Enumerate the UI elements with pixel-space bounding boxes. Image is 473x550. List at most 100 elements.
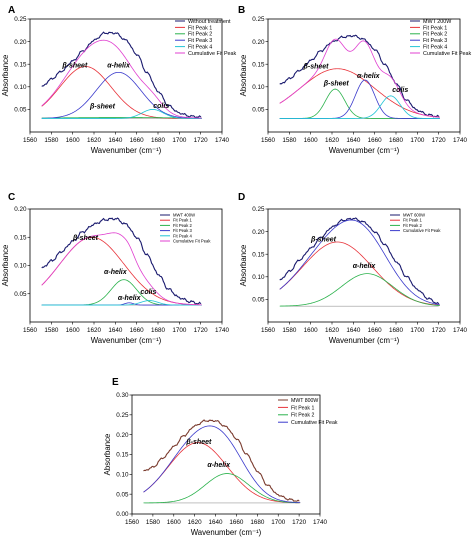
y-tick-label: 0.25	[116, 412, 129, 419]
y-tick-label: 0.10	[14, 84, 27, 91]
legend-entry: Fit Peak 2	[173, 223, 193, 228]
annotation-label: colis	[140, 289, 156, 296]
plot-frame	[29, 18, 223, 133]
x-tick-label: 1700	[410, 137, 425, 144]
legend-entry: Fit Peak 4	[423, 45, 447, 51]
annotation-label: β-sheet	[185, 439, 212, 446]
y-tick-label: 0.10	[116, 472, 129, 479]
x-tick-label: 1720	[292, 519, 307, 526]
y-tick-label: 0.05	[252, 297, 265, 304]
x-tick-label: 1600	[304, 327, 319, 334]
legend-entry: Fit Peak 1	[423, 25, 447, 31]
legend-entry: Fit Peak 2	[188, 32, 212, 38]
legend-entry: Fit Peak 1	[403, 218, 423, 223]
x-tick-label: 1560	[261, 137, 276, 144]
legend-entry: Cumulative Fit Peak	[173, 239, 211, 244]
legend-entry: MWT 800W	[291, 398, 318, 404]
series-line-mwt-800w	[143, 419, 300, 502]
y-tick-label: 0.10	[14, 263, 27, 270]
chart-panel-D: D 1560 1580 1600 1620 1640 1660 1680 1700 1720 174…	[238, 192, 467, 345]
x-tick-label: 1640	[209, 519, 224, 526]
legend-entry: Cumulative Fit Peak	[188, 51, 237, 57]
x-tick-label: 1720	[194, 327, 209, 334]
legend-entry: Fit Peak 3	[173, 228, 193, 233]
y-axis-title: Absorbance	[103, 434, 112, 476]
x-tick-label: 1580	[282, 327, 297, 334]
legend-entry: Cumulative Fit Peak	[423, 51, 472, 57]
x-tick-label: 1740	[313, 519, 328, 526]
x-tick-label: 1680	[389, 327, 404, 334]
y-tick-label: 0.15	[14, 234, 27, 241]
series-line-fit-peak-4	[41, 108, 202, 119]
annotation-label: α-helix	[107, 62, 131, 69]
y-tick-label: 0.25	[252, 16, 265, 23]
legend-entry: Fit Peak 3	[188, 38, 212, 44]
x-tick-label: 1600	[167, 519, 182, 526]
annotation-label: β-sheet	[89, 103, 116, 110]
legend-entry: Fit Peak 2	[403, 223, 423, 228]
series-line-cumulative-fit-peak	[41, 232, 202, 306]
legend-entry: Fit Peak 1	[291, 405, 314, 411]
legend-entry: Fit Peak 2	[291, 413, 314, 419]
y-tick-label: 0.20	[14, 39, 27, 46]
y-tick-label: 0.15	[14, 61, 27, 68]
y-axis-title: Absorbance	[239, 55, 248, 97]
y-tick-label: 0.05	[14, 291, 27, 298]
x-tick-label: 1740	[215, 137, 230, 144]
y-tick-label: 0.10	[252, 274, 265, 281]
x-tick-label: 1680	[250, 519, 265, 526]
x-tick-label: 1700	[271, 519, 286, 526]
x-tick-label: 1680	[151, 137, 166, 144]
y-tick-label: 0.10	[252, 84, 265, 91]
legend-entry: MWT 600W	[403, 213, 425, 218]
x-tick-label: 1560	[261, 327, 276, 334]
x-axis-title: Wavenumber (cm⁻¹)	[329, 336, 400, 345]
x-tick-label: 1640	[108, 137, 123, 144]
legend-entry: Fit Peak 1	[188, 25, 212, 31]
chart-panel-C: C 1560 1580 1600 1620 1640 1660 1680 1700 1720 174…	[1, 192, 229, 345]
annotation-label: colis	[153, 103, 169, 110]
series-line-fit-peak-2	[279, 273, 440, 307]
plot-frame	[267, 208, 461, 323]
annotation-label: β-sheet	[72, 235, 99, 242]
x-tick-label: 1660	[229, 519, 244, 526]
series-line-fit-peak-4	[41, 300, 202, 306]
annotation-label: colis	[392, 87, 408, 94]
x-tick-label: 1620	[188, 519, 203, 526]
chart-panel-B: B 1560 1580 1600 1620 1640 1660 1680 1700 1720 174…	[238, 5, 472, 155]
y-tick-label: 0.05	[252, 107, 265, 114]
x-tick-label: 1560	[23, 327, 38, 334]
x-tick-label: 1720	[432, 137, 447, 144]
x-tick-label: 1560	[125, 519, 140, 526]
x-tick-label: 1660	[368, 327, 383, 334]
series-line-without-treatment	[41, 31, 202, 119]
y-tick-label: 0.15	[252, 251, 265, 258]
x-tick-label: 1600	[304, 137, 319, 144]
series-line-mwt-200w	[279, 34, 440, 118]
x-tick-label: 1660	[130, 137, 145, 144]
x-tick-label: 1720	[432, 327, 447, 334]
plot-frame	[267, 18, 461, 133]
legend-entry: Cumulative Fit Peak	[291, 420, 338, 426]
x-axis-title: Wavenumber (cm⁻¹)	[191, 528, 262, 537]
panel-letter: E	[112, 377, 119, 388]
x-tick-label: 1700	[410, 327, 425, 334]
x-axis-title: Wavenumber (cm⁻¹)	[329, 146, 400, 155]
y-tick-label: 0.20	[14, 206, 27, 213]
annotation-label: β-sheet	[310, 237, 337, 244]
x-tick-label: 1620	[87, 137, 102, 144]
series-line-fit-peak-4	[279, 95, 440, 119]
legend-entry: Fit Peak 3	[423, 38, 447, 44]
y-tick-label: 0.05	[14, 107, 27, 114]
annotation-label: β-sheet	[303, 64, 330, 71]
legend-entry: Fit Peak 4	[173, 233, 193, 238]
x-tick-label: 1660	[130, 327, 145, 334]
legend-entry: Without treatment	[188, 19, 231, 25]
series-line-cumulative-fit-peak	[279, 38, 440, 118]
y-axis-title: Absorbance	[1, 245, 10, 287]
x-axis-title: Wavenumber (cm⁻¹)	[91, 146, 162, 155]
chart-panel-E: E 1560 1580 1600 1620 1640 1660 1680 1700 1720 174…	[103, 377, 338, 537]
annotation-label: β-sheet	[323, 80, 350, 87]
series-line-cumulative-fit-peak	[143, 425, 301, 504]
